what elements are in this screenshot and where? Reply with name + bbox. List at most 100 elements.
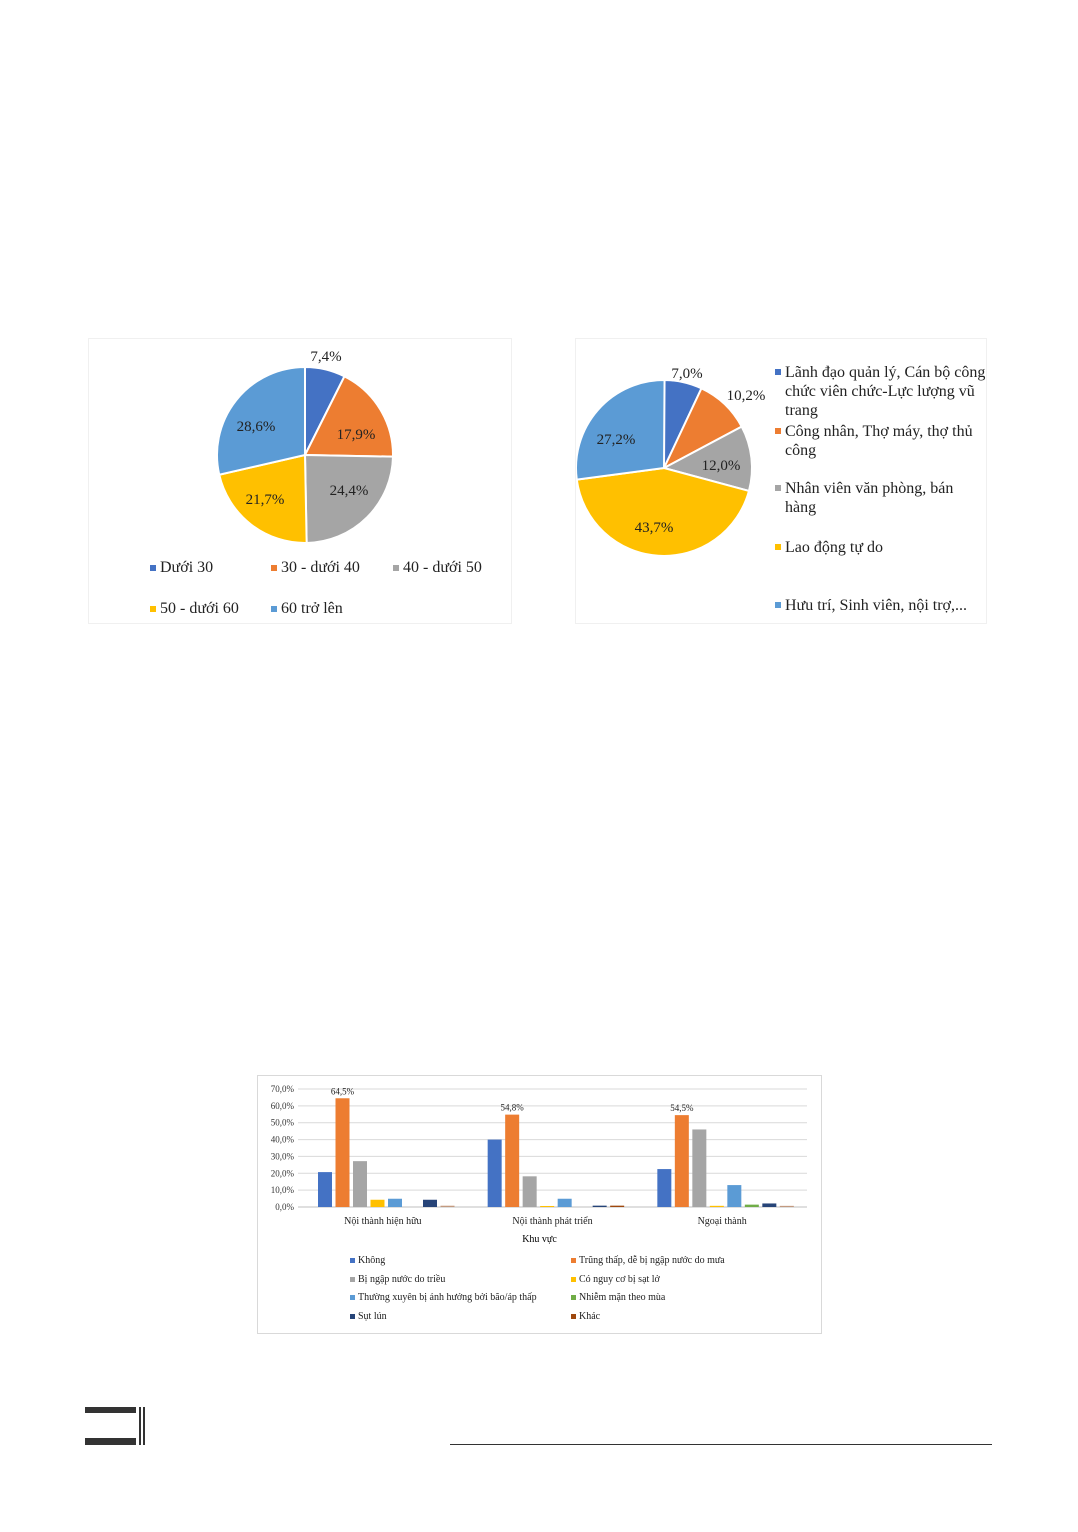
legend-swatch [571, 1313, 576, 1319]
legend-swatch [350, 1295, 355, 1300]
y-tick-label: 70,0% [271, 1084, 295, 1094]
data-label: 54,8% [501, 1103, 525, 1113]
legend-item: Dưới 30 [150, 559, 213, 577]
bar [744, 1204, 759, 1207]
y-tick-label: 10,0% [271, 1185, 295, 1195]
legend-label: Lao động tự do [785, 539, 883, 556]
legend-item: Có nguy cơ bị sạt lở [571, 1274, 660, 1285]
legend-swatch [271, 565, 277, 571]
legend-swatch [393, 565, 399, 571]
x-tick-label: Nội thành hiện hữu [344, 1216, 421, 1227]
slice-label: 7,0% [671, 366, 702, 382]
legend-label: Không [358, 1255, 386, 1266]
legend-label: 30 - dưới 40 [281, 559, 360, 576]
y-tick-label: 60,0% [271, 1101, 295, 1111]
bar [674, 1115, 689, 1207]
legend-label: 50 - dưới 60 [160, 600, 239, 617]
slice-label: 17,9% [337, 427, 376, 443]
y-tick-label: 20,0% [271, 1168, 295, 1178]
legend-swatch [775, 602, 781, 608]
footer-rule [450, 1444, 992, 1445]
bar [692, 1129, 707, 1207]
legend-item: 60 trở lên [271, 600, 343, 618]
bar [370, 1199, 385, 1207]
y-tick-label: 30,0% [271, 1151, 295, 1161]
occupation-pie-chart: 7,0% 10,2% 12,0% 43,7% 27,2% [575, 338, 987, 624]
legend-swatch [150, 565, 156, 571]
pie-svg: 7,4% 17,9% 24,4% 21,7% 28,6% [216, 349, 395, 545]
pie-slice [218, 453, 308, 544]
bar [353, 1161, 367, 1207]
slice-label: 21,7% [246, 492, 285, 508]
y-tick-label: 0,0% [275, 1202, 294, 1212]
legend-label: Trũng thấp, dễ bị ngập nước do mưa [579, 1255, 725, 1266]
y-tick-label: 50,0% [271, 1118, 295, 1128]
legend-label: Khác [579, 1310, 601, 1322]
bar [335, 1098, 350, 1207]
area-bar-chart: 0,0% 10,0% 20,0% 30,0% 40,0% 50,0% 60,0% 70,0% 6… [257, 1075, 822, 1334]
legend-label: 40 - dưới 50 [403, 559, 482, 576]
data-label: 64,5% [331, 1086, 355, 1096]
pie-slice [303, 453, 395, 545]
legend-label: Lãnh đạo quản lý, Cán bộ công chức viên … [785, 364, 986, 419]
age-pie-chart: 7,4% 17,9% 24,4% 21,7% 28,6% [88, 338, 512, 624]
bar [487, 1139, 502, 1207]
bar [388, 1198, 402, 1207]
bar [709, 1205, 724, 1207]
x-tick-label: Nội thành phát triển [512, 1216, 592, 1227]
legend-item: Nhiễm mặn theo mùa [571, 1292, 665, 1303]
legend-item: Công nhân, Thợ máy, thợ thủ công [775, 422, 987, 460]
x-axis-title: Khu vực [522, 1234, 557, 1245]
legend-item: 40 - dưới 50 [393, 559, 482, 577]
pie-svg: 7,0% 10,2% 12,0% 43,7% 27,2% [575, 366, 765, 557]
pie-slice [575, 466, 751, 557]
slice-label: 12,0% [702, 458, 741, 474]
legend-item: 30 - dưới 40 [271, 559, 360, 577]
bar [557, 1198, 572, 1207]
legend-item: Nhân viên văn phòng, bán hàng [775, 479, 987, 517]
legend-label: Nhân viên văn phòng, bán hàng [785, 480, 954, 516]
legend-swatch [571, 1276, 576, 1282]
legend-label: Công nhân, Thợ máy, thợ thủ công [785, 423, 973, 459]
legend-item: Thường xuyên bị ảnh hưởng bởi bão/áp thấ… [350, 1292, 537, 1303]
legend-label: Dưới 30 [160, 559, 214, 576]
legend-swatch [571, 1295, 576, 1300]
legend-swatch [775, 428, 781, 434]
bar [762, 1203, 777, 1207]
bar [423, 1199, 437, 1207]
legend-swatch [775, 544, 781, 550]
slice-label: 28,6% [237, 419, 276, 435]
bar [505, 1114, 520, 1207]
legend-swatch [350, 1258, 355, 1263]
legend-item: Lãnh đạo quản lý, Cán bộ công chức viên … [775, 363, 987, 420]
bar [592, 1205, 607, 1207]
y-tick-label: 40,0% [271, 1135, 295, 1145]
legend-swatch [271, 606, 277, 612]
pie-slice [575, 379, 666, 481]
bar [522, 1176, 537, 1207]
legend-label: Có nguy cơ bị sạt lở [579, 1273, 660, 1285]
data-label: 54,5% [670, 1103, 694, 1113]
legend-label: Bị ngập nước do triều [358, 1273, 446, 1285]
pie-slice [303, 374, 394, 458]
bar [540, 1205, 555, 1207]
slice-label: 7,4% [310, 349, 341, 365]
pie-slice [661, 425, 753, 493]
legend-swatch [775, 485, 781, 491]
legend-label: Thường xuyên bị ảnh hưởng bởi bão/áp thấ… [358, 1292, 537, 1303]
legend-item: Trũng thấp, dễ bị ngập nước do mưa [571, 1255, 725, 1266]
legend-swatch [775, 369, 781, 375]
legend-label: Hưu trí, Sinh viên, nội trợ,... [785, 597, 968, 614]
pie-slice [216, 365, 306, 476]
legend-swatch [350, 1276, 355, 1282]
bar [440, 1205, 455, 1207]
bar [657, 1169, 672, 1207]
slice-label: 24,4% [330, 483, 369, 499]
legend-label: 60 trở lên [281, 600, 343, 617]
bar [318, 1172, 332, 1207]
legend-item: 50 - dưới 60 [150, 600, 239, 618]
legend-item: Khác [571, 1311, 600, 1322]
legend-label: Sụt lún [358, 1310, 387, 1322]
legend-item: Không [350, 1255, 385, 1266]
legend-swatch [350, 1313, 355, 1319]
